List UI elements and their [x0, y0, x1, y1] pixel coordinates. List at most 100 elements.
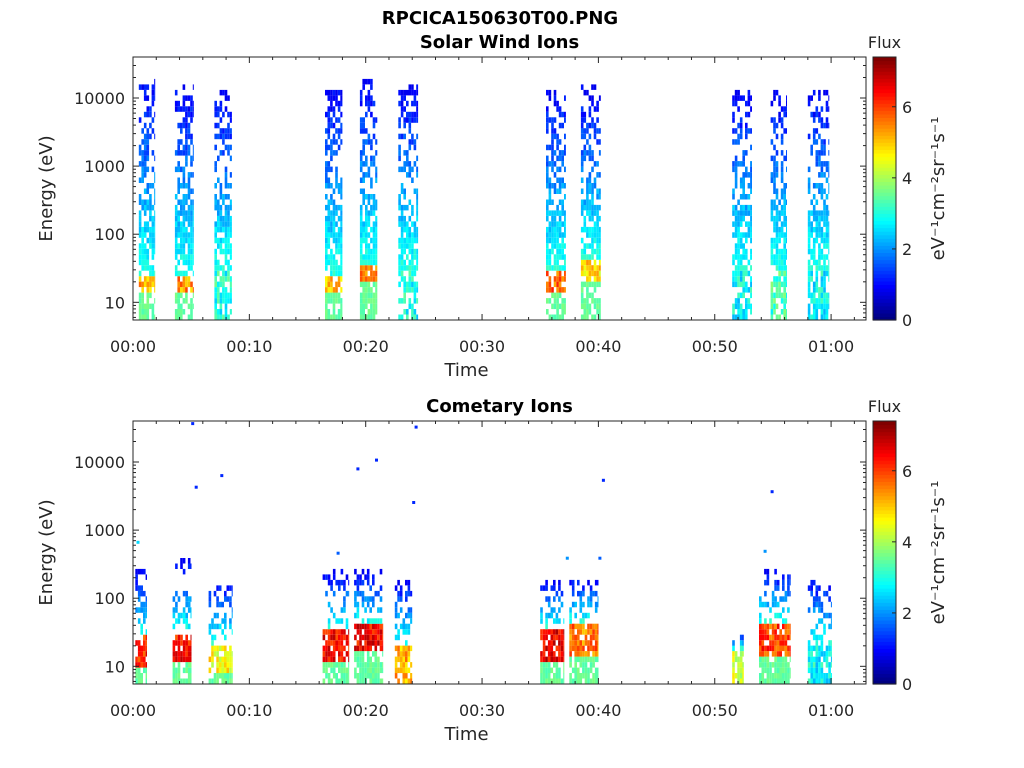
heatmap-cell: [766, 662, 770, 668]
colorbar-segment: [873, 195, 896, 200]
heatmap-cell: [825, 265, 829, 271]
heatmap-cell: [216, 601, 219, 608]
heatmap-cell: [365, 194, 368, 200]
heatmap-cell: [593, 161, 597, 167]
heatmap-cell: [325, 656, 328, 663]
heatmap-cell: [182, 199, 186, 205]
heatmap-cell: [177, 645, 181, 652]
heatmap-cell: [327, 651, 331, 657]
heatmap-cell: [217, 298, 220, 304]
heatmap-cell: [141, 166, 144, 173]
heatmap-cell: [185, 270, 188, 277]
heatmap-cell: [818, 210, 821, 216]
heatmap-cell: [553, 673, 556, 679]
heatmap-cell: [579, 629, 583, 635]
heatmap-cell: [222, 314, 225, 320]
heatmap-cell: [187, 133, 191, 140]
heatmap-cell: [219, 243, 223, 249]
heatmap-cell: [405, 590, 408, 597]
heatmap-cell: [416, 194, 419, 200]
heatmap-cell: [208, 601, 212, 608]
heatmap-cell: [229, 309, 232, 315]
heatmap-cell: [830, 601, 832, 608]
heatmap-cell: [190, 243, 193, 249]
heatmap-cell: [229, 144, 232, 151]
heatmap-cell: [823, 623, 826, 630]
heatmap-cell: [571, 585, 575, 591]
heatmap-cell: [571, 640, 575, 646]
heatmap-cell: [577, 634, 580, 641]
heatmap-cell: [229, 221, 232, 227]
heatmap-cell: [548, 298, 552, 304]
heatmap-cell: [146, 254, 150, 260]
heatmap-cell: [348, 645, 350, 652]
heatmap-point: [136, 540, 140, 544]
heatmap-cell: [154, 243, 156, 249]
heatmap-cell: [335, 629, 338, 635]
heatmap-cell: [413, 248, 417, 255]
heatmap-cell: [379, 607, 383, 613]
heatmap-cell: [742, 645, 744, 652]
heatmap-cell: [825, 122, 829, 129]
heatmap-cell: [356, 585, 360, 591]
heatmap-cell: [540, 629, 543, 635]
heatmap-cell: [407, 623, 411, 630]
heatmap-cell: [737, 226, 740, 233]
heatmap-cell: [737, 314, 740, 320]
heatmap-cell: [143, 281, 147, 288]
heatmap-cell: [325, 287, 328, 293]
heatmap-cell: [375, 139, 378, 145]
heatmap-cell: [812, 128, 816, 134]
heatmap-cell: [807, 662, 811, 668]
heatmap-cell: [145, 629, 147, 635]
heatmap-cell: [579, 673, 583, 679]
heatmap-cell: [146, 303, 150, 310]
heatmap-cell: [335, 139, 338, 145]
heatmap-cell: [591, 292, 594, 299]
heatmap-cell: [582, 640, 585, 646]
heatmap-cell: [771, 651, 775, 657]
heatmap-cell: [397, 612, 400, 619]
heatmap-cell: [594, 590, 598, 597]
heatmap-cell: [739, 678, 743, 684]
heatmap-cell: [330, 629, 333, 635]
heatmap-cell: [586, 314, 589, 320]
heatmap-cell: [786, 232, 787, 238]
heatmap-cell: [747, 232, 751, 238]
heatmap-cell: [593, 276, 597, 282]
heatmap-cell: [151, 243, 155, 249]
heatmap-cell: [596, 237, 599, 244]
heatmap-cell: [335, 248, 338, 255]
heatmap-cell: [587, 656, 590, 663]
heatmap-cell: [598, 248, 601, 255]
colorbar-tick-label: 2: [902, 604, 912, 623]
heatmap-cell: [583, 259, 587, 266]
heatmap-cell: [586, 194, 589, 200]
heatmap-cell: [546, 199, 549, 205]
heatmap-cell: [372, 601, 375, 608]
heatmap-cell: [542, 645, 546, 652]
heatmap-cell: [224, 662, 227, 668]
heatmap-cell: [340, 298, 343, 304]
heatmap-cell: [397, 629, 400, 635]
heatmap-cell: [815, 645, 819, 652]
heatmap-cell: [416, 281, 419, 288]
heatmap-cell: [405, 623, 408, 630]
heatmap-cell: [187, 172, 191, 178]
heatmap-cell: [338, 667, 341, 674]
heatmap-cell: [405, 629, 408, 635]
heatmap-cell: [745, 237, 748, 244]
heatmap-cell: [182, 84, 186, 90]
heatmap-cell: [596, 298, 599, 304]
heatmap-cell: [413, 89, 417, 96]
heatmap-cell: [823, 199, 826, 205]
heatmap-cell: [580, 106, 584, 112]
heatmap-cell: [172, 640, 176, 646]
heatmap-cell: [747, 172, 751, 178]
heatmap-cell: [330, 155, 333, 162]
heatmap-cell: [823, 298, 826, 304]
heatmap-cell: [820, 210, 824, 216]
heatmap-cell: [180, 303, 183, 310]
heatmap-cell: [187, 183, 191, 189]
colorbar-segment: [873, 620, 896, 625]
